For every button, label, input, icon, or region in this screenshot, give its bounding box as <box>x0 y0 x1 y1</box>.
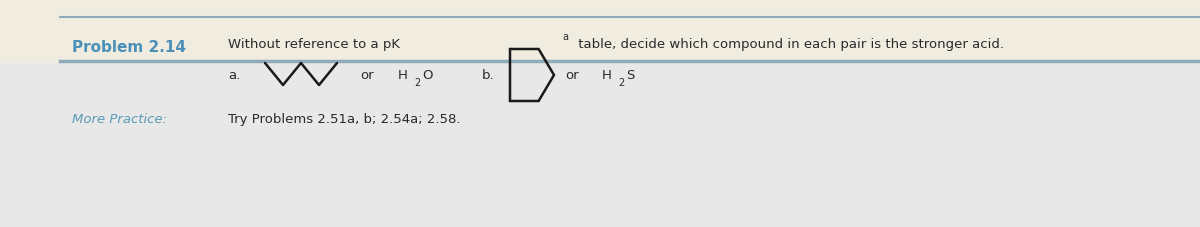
Text: Try Problems 2.51a, b; 2.54a; 2.58.: Try Problems 2.51a, b; 2.54a; 2.58. <box>228 113 461 126</box>
Text: Without reference to a pK: Without reference to a pK <box>228 38 400 51</box>
Text: H: H <box>602 69 612 82</box>
Bar <box>0 0 1200 64</box>
Text: b.: b. <box>482 69 494 82</box>
Text: 2: 2 <box>618 78 624 88</box>
Text: S: S <box>626 69 635 82</box>
Text: More Practice:: More Practice: <box>72 113 167 126</box>
Text: a: a <box>562 32 568 42</box>
Text: Problem 2.14: Problem 2.14 <box>72 40 186 55</box>
Text: H: H <box>398 69 408 82</box>
Bar <box>0 64 1200 227</box>
Text: table, decide which compound in each pair is the stronger acid.: table, decide which compound in each pai… <box>574 38 1004 51</box>
Text: O: O <box>422 69 432 82</box>
Text: or: or <box>565 69 578 82</box>
Text: or: or <box>360 69 373 82</box>
Text: a.: a. <box>228 69 240 82</box>
Text: 2: 2 <box>414 78 420 88</box>
